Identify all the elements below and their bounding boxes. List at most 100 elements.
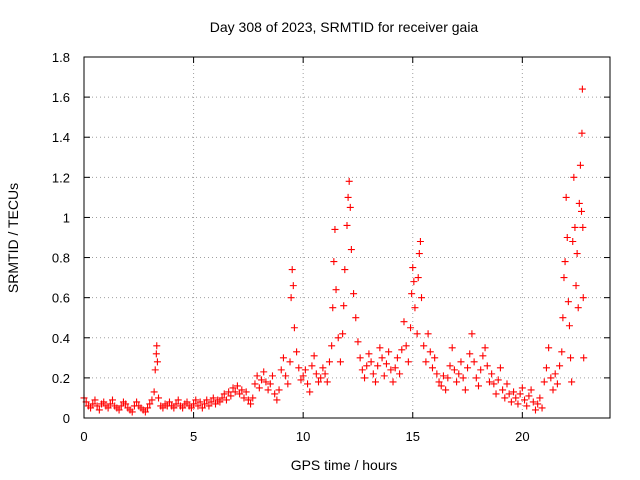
data-point	[365, 350, 373, 358]
data-point	[352, 314, 360, 322]
data-point	[225, 388, 233, 396]
data-point	[187, 404, 195, 412]
data-point	[255, 384, 263, 392]
data-point	[151, 366, 159, 374]
data-point	[260, 368, 268, 376]
data-point	[290, 324, 298, 332]
data-point	[354, 338, 362, 346]
data-point	[288, 266, 296, 274]
x-axis-label: GPS time / hours	[291, 457, 398, 473]
y-tick-label: 0.4	[52, 331, 70, 346]
data-point	[479, 352, 487, 360]
data-point	[534, 400, 542, 408]
y-tick-label: 1.4	[52, 130, 70, 145]
data-point	[457, 358, 465, 366]
data-point	[328, 342, 336, 350]
data-point	[179, 404, 187, 412]
data-point	[89, 400, 97, 408]
data-point	[410, 278, 418, 286]
data-point	[547, 374, 555, 382]
y-axis-label: SRMTID / TECUs	[5, 183, 21, 293]
data-point	[525, 392, 533, 400]
data-point	[306, 388, 314, 396]
data-point	[579, 294, 587, 302]
y-tick-label: 0.2	[52, 371, 70, 386]
data-point	[558, 348, 566, 356]
data-point	[117, 402, 125, 410]
data-point	[475, 382, 482, 390]
data-point	[450, 366, 458, 374]
data-point	[271, 390, 279, 398]
data-point	[198, 404, 206, 412]
data-point	[431, 354, 439, 362]
data-point	[545, 344, 553, 352]
data-point	[277, 366, 285, 374]
data-point	[455, 370, 463, 378]
data-point	[563, 234, 571, 241]
data-point	[385, 348, 393, 356]
data-point	[411, 304, 419, 312]
data-point	[332, 286, 340, 294]
data-point	[398, 346, 406, 354]
data-point	[573, 250, 581, 258]
data-point	[150, 388, 158, 396]
data-point	[236, 390, 244, 398]
data-point	[396, 370, 404, 378]
data-point	[565, 322, 573, 330]
data-point	[496, 364, 504, 372]
data-point	[576, 161, 584, 169]
data-point	[323, 378, 331, 386]
data-point	[439, 372, 447, 380]
data-point	[507, 398, 515, 406]
data-point	[444, 374, 452, 382]
data-point	[575, 199, 583, 207]
data-point	[183, 398, 191, 406]
data-point	[319, 364, 327, 372]
data-point	[420, 342, 428, 350]
data-point	[578, 207, 586, 215]
data-point	[244, 396, 252, 404]
data-point	[229, 384, 237, 392]
data-point	[339, 330, 347, 338]
x-tick-label: 10	[296, 429, 310, 444]
data-point	[413, 330, 421, 338]
data-point	[369, 370, 377, 378]
data-point	[174, 396, 182, 404]
data-point	[194, 402, 202, 410]
data-point	[472, 374, 480, 382]
data-point	[363, 362, 371, 370]
data-point	[371, 378, 379, 386]
data-point	[336, 358, 344, 366]
data-point	[289, 282, 297, 290]
data-point	[428, 364, 436, 372]
data-point	[329, 304, 337, 312]
data-point	[549, 386, 557, 394]
data-point	[268, 372, 276, 380]
data-point	[503, 380, 511, 388]
data-point	[376, 344, 384, 352]
data-point	[122, 400, 130, 408]
data-point	[435, 378, 443, 386]
data-point	[459, 374, 467, 382]
data-point	[249, 394, 257, 402]
data-point	[518, 384, 526, 392]
data-point	[141, 408, 149, 416]
data-point	[380, 372, 388, 380]
data-point	[578, 129, 586, 137]
data-point	[222, 396, 230, 404]
data-point	[510, 388, 518, 396]
data-point	[273, 396, 281, 404]
data-point	[207, 398, 215, 406]
data-point	[374, 362, 382, 370]
data-point	[488, 370, 496, 378]
data-point	[433, 370, 441, 378]
y-tick-label: 0	[63, 411, 70, 426]
data-point	[561, 258, 569, 266]
data-point	[446, 362, 454, 370]
data-point	[442, 386, 450, 394]
data-point	[568, 378, 576, 386]
data-point	[247, 400, 255, 408]
data-point	[400, 318, 408, 326]
data-point	[422, 358, 430, 366]
